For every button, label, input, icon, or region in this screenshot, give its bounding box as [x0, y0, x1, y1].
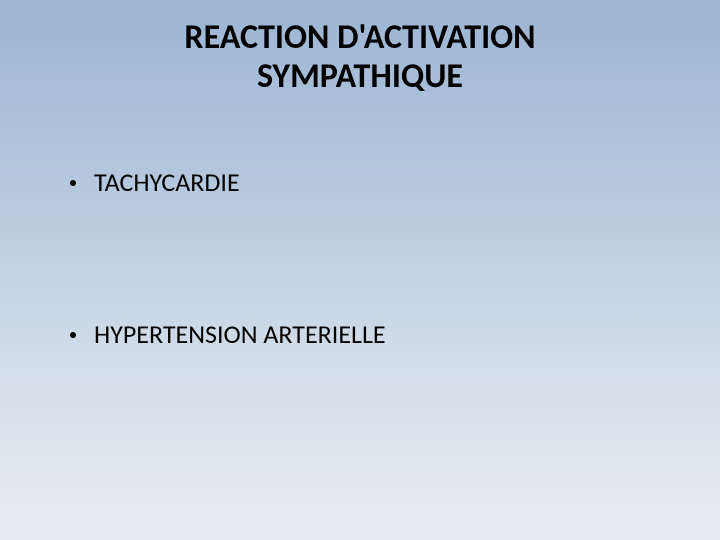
bullet-dot-icon [70, 180, 76, 186]
bullet-list: TACHYCARDIE HYPERTENSION ARTERIELLE [40, 166, 680, 350]
title-line-2: SYMPATHIQUE [257, 56, 463, 97]
bullet-item: HYPERTENSION ARTERIELLE [70, 318, 680, 350]
bullet-dot-icon [70, 332, 76, 338]
title-line-1: REACTION D'ACTIVATION [184, 17, 535, 58]
bullet-text: TACHYCARDIE [94, 166, 240, 198]
bullet-text: HYPERTENSION ARTERIELLE [94, 318, 386, 350]
bullet-item: TACHYCARDIE [70, 166, 680, 198]
slide-title: REACTION D'ACTIVATION SYMPATHIQUE [100, 18, 620, 96]
slide-container: REACTION D'ACTIVATION SYMPATHIQUE TACHYC… [0, 0, 720, 540]
